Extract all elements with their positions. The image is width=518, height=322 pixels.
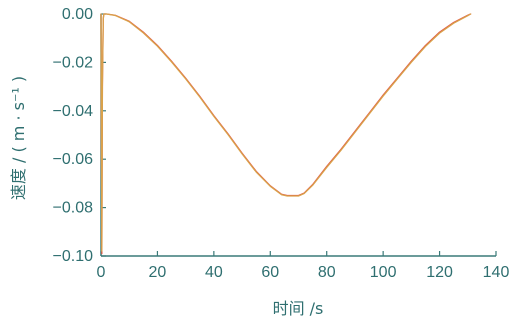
x-tick-label: 140	[483, 264, 510, 281]
x-tick-label: 80	[318, 264, 336, 281]
y-ticks: 0.00 −0.02 −0.04 −0.06 −0.08 −0.10	[53, 6, 106, 265]
x-tick-label: 20	[149, 264, 167, 281]
series-group	[100, 13, 472, 255]
x-tick-label: 100	[370, 264, 397, 281]
y-tick-label: −0.06	[53, 151, 94, 168]
y-tick-label: −0.02	[53, 54, 94, 71]
x-tick-label: 60	[261, 264, 279, 281]
series-line-2	[100, 13, 472, 252]
y-tick-label: −0.08	[53, 200, 94, 217]
x-ticks: 0 20 40 60 80 100 120 140	[97, 251, 510, 281]
y-axis-title: 速度 / ( m · s⁻¹ )	[9, 76, 28, 200]
y-tick-label: −0.10	[53, 248, 94, 265]
y-tick-label: −0.04	[53, 103, 94, 120]
x-tick-label: 0	[97, 264, 106, 281]
x-tick-label: 120	[426, 264, 453, 281]
x-axis-title: 时间 /s	[273, 299, 324, 318]
y-tick-label: 0.00	[62, 6, 93, 23]
x-tick-label: 40	[205, 264, 223, 281]
series-line-1	[100, 13, 472, 255]
